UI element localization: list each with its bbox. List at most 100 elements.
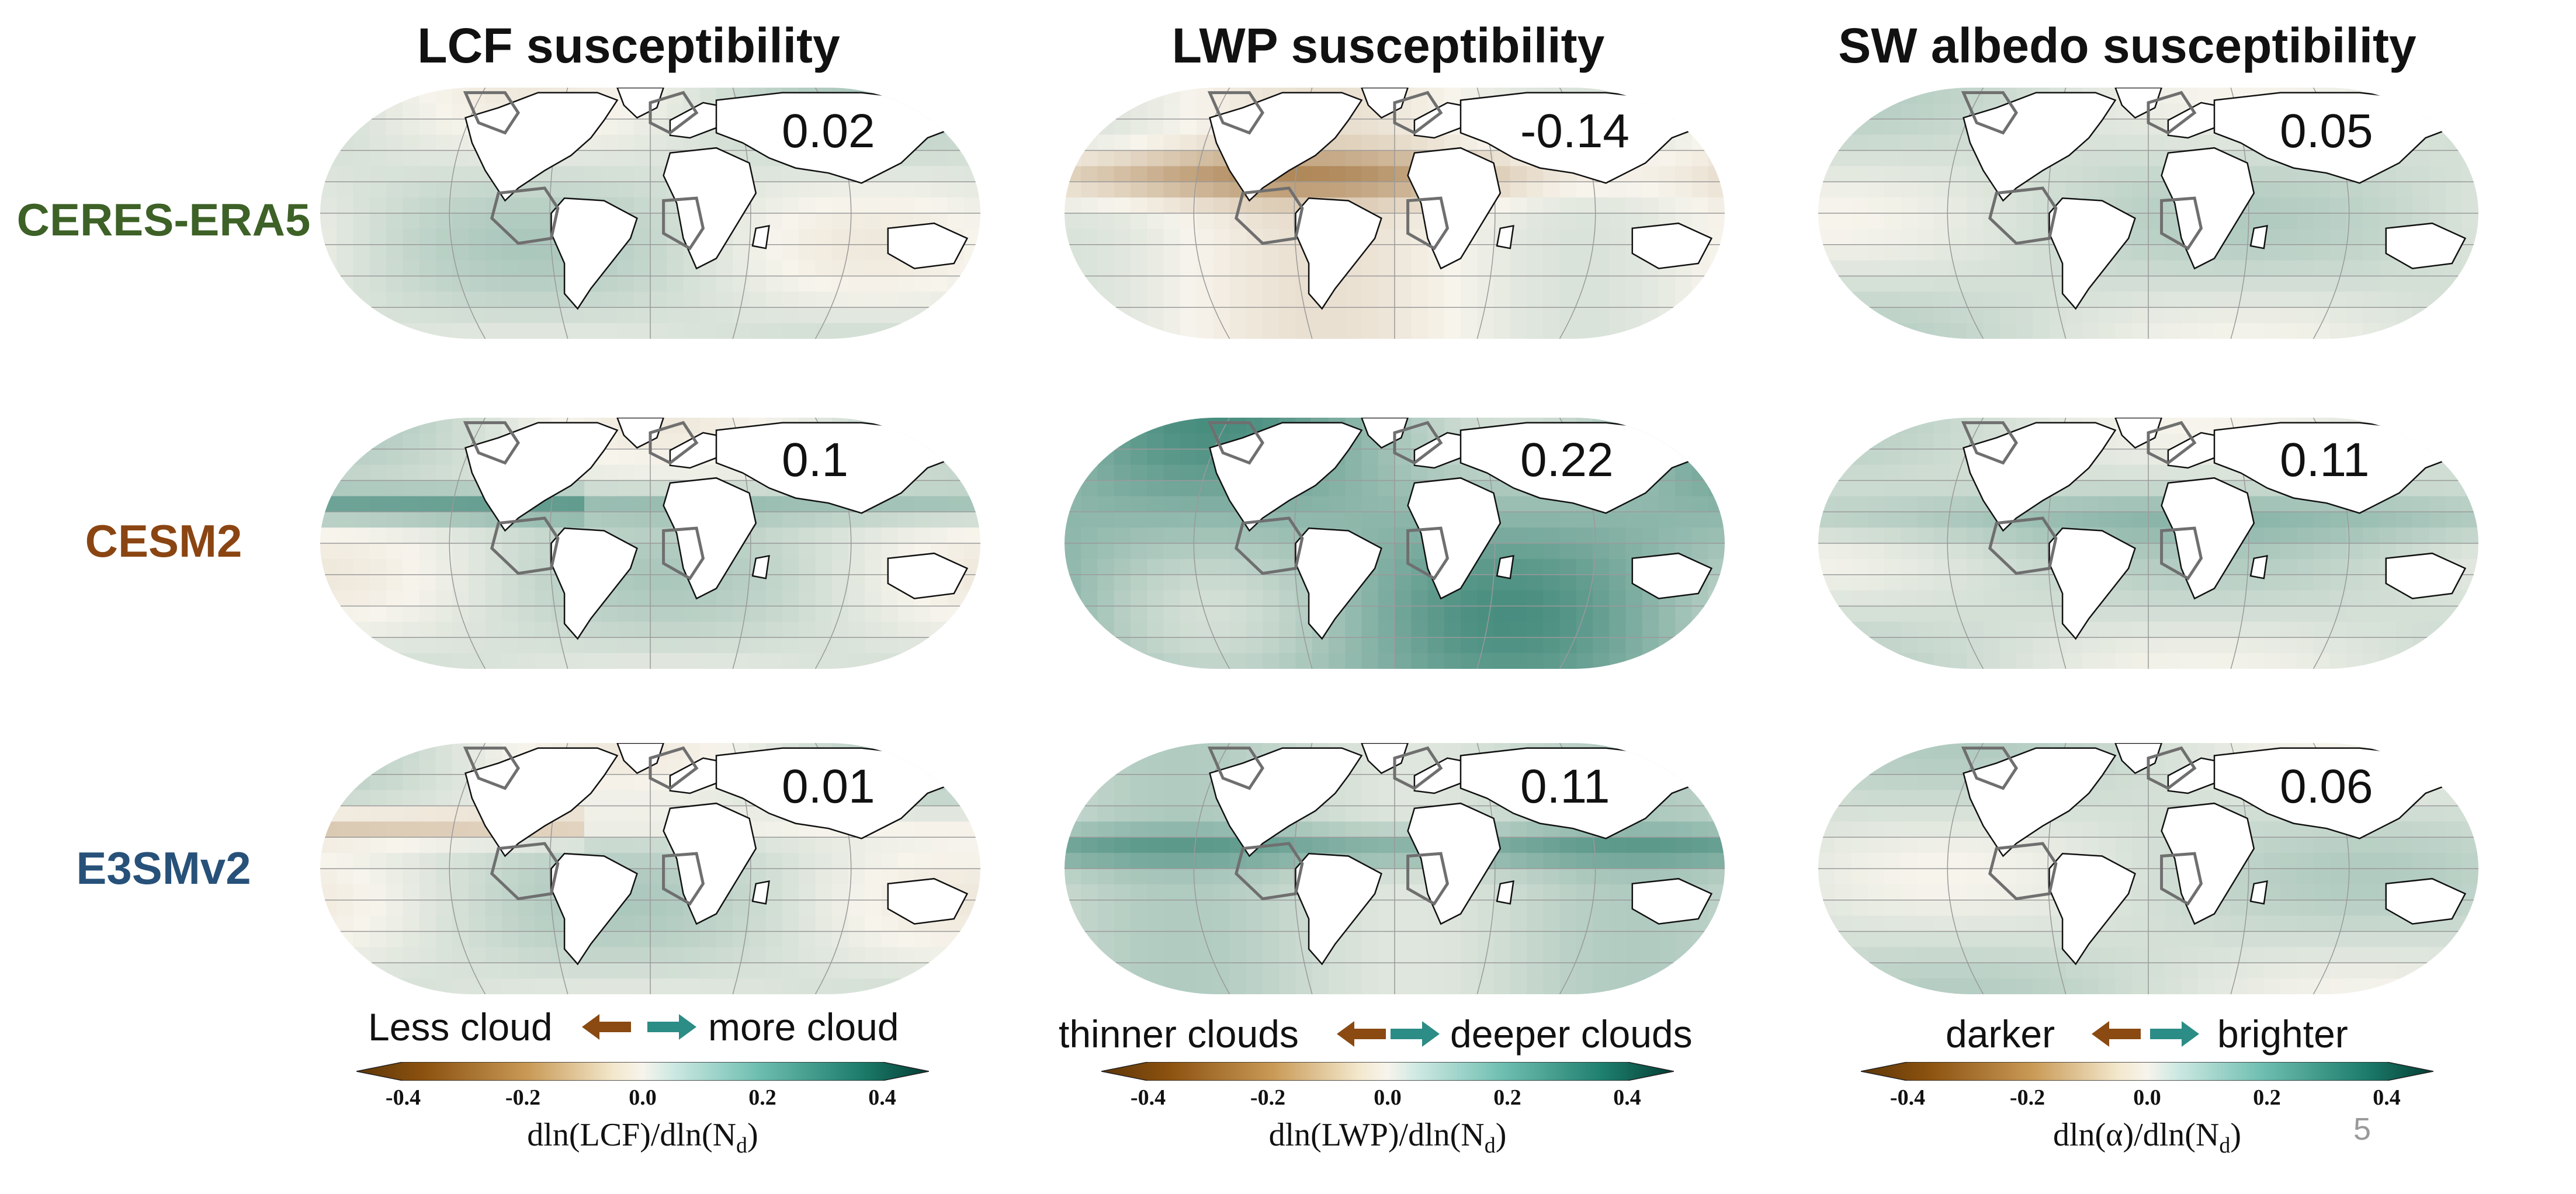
field-cell (865, 869, 882, 885)
field-cell (2313, 213, 2331, 230)
field-cell (1180, 496, 1197, 512)
continent-australia (2385, 222, 2467, 269)
field-cell (2214, 323, 2231, 339)
field-cell (815, 653, 833, 669)
field-cell (1708, 606, 1725, 622)
field-cell (2445, 134, 2463, 151)
field-cell (799, 182, 816, 198)
field-cell (1835, 307, 1852, 324)
field-cell (419, 915, 436, 932)
field-cell (831, 900, 849, 917)
field-cell (1917, 323, 1934, 339)
field-cell (1180, 166, 1197, 182)
field-cell (567, 653, 585, 669)
field-cell (633, 150, 651, 166)
field-cell (469, 743, 486, 759)
continent-madagascar (2249, 554, 2268, 579)
field-cell (1543, 637, 1561, 654)
field-cell (1163, 418, 1181, 434)
field-cell (749, 947, 767, 963)
field-cell (1901, 244, 1918, 261)
field-cell (2131, 244, 2149, 261)
field-cell (1163, 119, 1181, 136)
field-cell (617, 323, 635, 339)
field-cell (1263, 543, 1280, 560)
field-cell (1263, 276, 1280, 292)
field-cell (1147, 606, 1164, 622)
field-cell (1851, 433, 1868, 450)
field-cell (1147, 837, 1164, 853)
field-cell (501, 606, 519, 622)
field-cell (1213, 900, 1230, 917)
field-cell (617, 119, 635, 136)
field-cell (1345, 150, 1362, 166)
field-cell (320, 637, 337, 654)
field-cell (2445, 606, 2463, 622)
field-cell (1097, 307, 1115, 324)
field-cell (584, 150, 601, 166)
field-cell (386, 590, 403, 607)
field-cell (2363, 291, 2380, 308)
field-cell (2329, 244, 2347, 261)
field-cell (1835, 291, 1852, 308)
field-cell (1114, 119, 1131, 136)
field-cell (1884, 182, 1901, 198)
field-cell (831, 837, 849, 853)
field-cell (1246, 978, 1263, 994)
field-cell (452, 103, 469, 120)
field-cell (765, 653, 783, 669)
field-cell (947, 774, 965, 791)
field-cell (1901, 433, 1918, 450)
field-cell (1395, 323, 1412, 339)
field-cell (881, 197, 899, 214)
field-cell (2461, 323, 2478, 339)
field-cell (1065, 433, 1081, 450)
field-cell (1818, 228, 1835, 245)
field-cell (2313, 260, 2331, 277)
field-cell (435, 418, 453, 434)
field-cell (1295, 166, 1313, 182)
field-cell (1642, 622, 1659, 638)
field-cell (1312, 653, 1329, 669)
field-cell (699, 653, 717, 669)
field-cell (765, 527, 783, 544)
field-cell (799, 276, 816, 292)
field-cell (435, 433, 453, 450)
field-cell (1851, 622, 1868, 638)
field-cell (881, 653, 899, 669)
field-cell (1708, 590, 1725, 607)
field-cell (765, 622, 783, 638)
field-cell (1147, 103, 1164, 120)
field-cell (485, 606, 502, 622)
field-cell (2033, 590, 2050, 607)
field-cell (1967, 197, 1984, 214)
field-cell (369, 103, 387, 120)
mean-value-lcf-cesm2: 0.1 (782, 433, 848, 487)
field-cell (2115, 637, 2133, 654)
field-cell (320, 512, 337, 528)
field-cell (963, 119, 980, 136)
field-cell (2247, 276, 2265, 292)
field-cell (1345, 821, 1362, 838)
field-cell (2395, 622, 2413, 638)
field-cell (403, 197, 420, 214)
field-cell (1345, 182, 1362, 198)
field-cell (403, 213, 420, 230)
field-cell (1345, 978, 1362, 994)
field-cell (1163, 307, 1181, 324)
field-cell (1950, 512, 1967, 528)
field-cell (617, 307, 635, 324)
field-cell (617, 915, 635, 932)
field-cell (815, 978, 833, 994)
field-cell (1625, 622, 1643, 638)
field-cell (419, 134, 436, 151)
field-cell (1593, 653, 1610, 669)
field-cell (386, 743, 403, 759)
field-cell (419, 418, 436, 434)
field-cell (386, 449, 403, 466)
field-cell (1933, 244, 1951, 261)
field-cell (897, 931, 915, 947)
field-cell (1395, 182, 1412, 198)
field-cell (353, 527, 370, 544)
field-cell (2165, 260, 2182, 277)
